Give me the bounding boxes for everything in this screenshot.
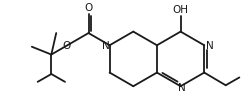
Text: OH: OH — [173, 5, 188, 15]
Text: O: O — [84, 3, 93, 13]
Text: N: N — [102, 41, 110, 51]
Text: N: N — [178, 82, 186, 92]
Text: O: O — [62, 40, 70, 50]
Text: N: N — [206, 41, 214, 51]
